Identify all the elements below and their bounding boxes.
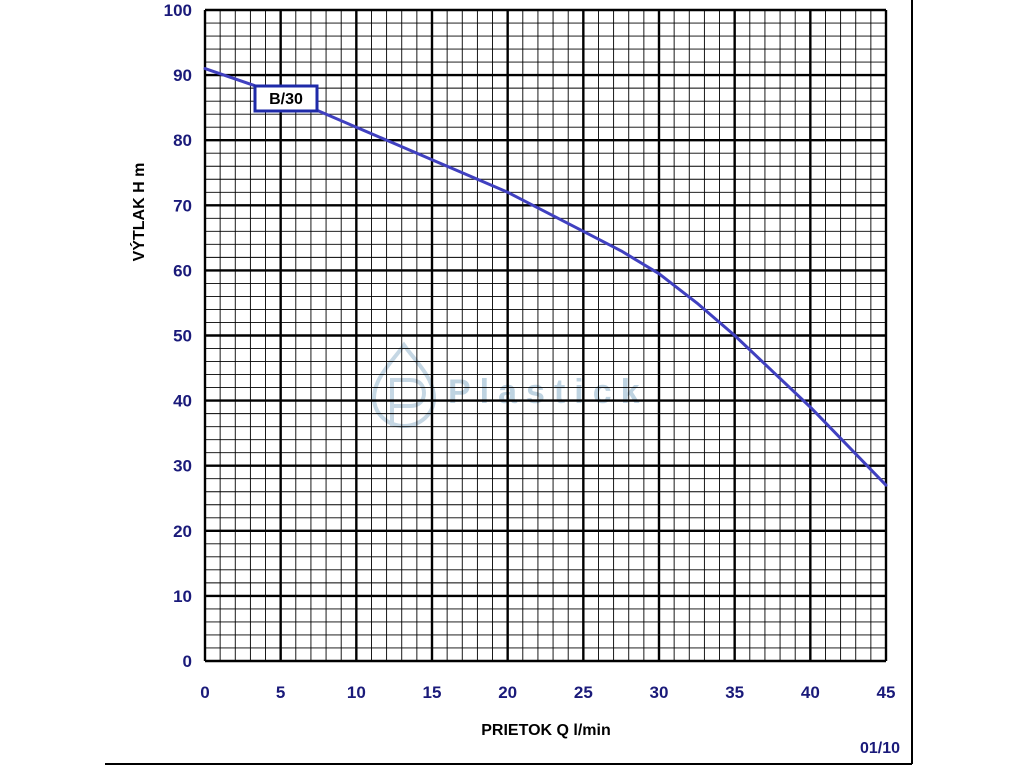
x-tick-label: 10 bbox=[347, 683, 366, 702]
y-tick-label: 10 bbox=[173, 587, 192, 606]
x-tick-label: 20 bbox=[498, 683, 517, 702]
x-tick-label: 40 bbox=[801, 683, 820, 702]
axes: 0 5 10 15 20 25 30 35 40 45 0 10 20 30 40 50 60 70 80 90 100 bbox=[164, 1, 896, 702]
y-axis-title: VÝTLAK H m bbox=[129, 163, 148, 262]
y-tick-label: 60 bbox=[173, 261, 192, 280]
x-axis-title: PRIETOK Q l/min bbox=[481, 722, 611, 739]
y-tick-label: 40 bbox=[173, 392, 192, 411]
y-tick-label: 70 bbox=[173, 196, 192, 215]
series-label-box bbox=[253, 84, 319, 113]
x-tick-label: 30 bbox=[650, 683, 669, 702]
watermark-text: Plastick bbox=[448, 373, 649, 411]
y-tick-label: 20 bbox=[173, 522, 192, 541]
x-tick-label: 45 bbox=[877, 683, 896, 702]
water-drop-logo-icon bbox=[371, 341, 437, 429]
x-tick-label: 25 bbox=[574, 683, 593, 702]
series bbox=[203, 67, 888, 487]
x-tick-label: 35 bbox=[725, 683, 744, 702]
grid bbox=[203, 8, 888, 663]
y-tick-label: 100 bbox=[164, 1, 192, 20]
y-tick-label: 30 bbox=[173, 457, 192, 476]
y-tick-label: 80 bbox=[173, 131, 192, 150]
y-tick-label: 50 bbox=[173, 327, 192, 346]
revision-code: 01/10 bbox=[860, 740, 900, 757]
series-line bbox=[203, 67, 888, 487]
y-tick-label: 0 bbox=[183, 652, 192, 671]
x-tick-label: 5 bbox=[276, 683, 285, 702]
series-legend-label: B/30 bbox=[253, 84, 319, 113]
watermark: Plastick bbox=[371, 341, 649, 429]
series-label-text: B/30 bbox=[269, 91, 303, 108]
x-tick-label: 0 bbox=[200, 683, 209, 702]
y-tick-label: 90 bbox=[173, 66, 192, 85]
x-tick-label: 15 bbox=[423, 683, 442, 702]
